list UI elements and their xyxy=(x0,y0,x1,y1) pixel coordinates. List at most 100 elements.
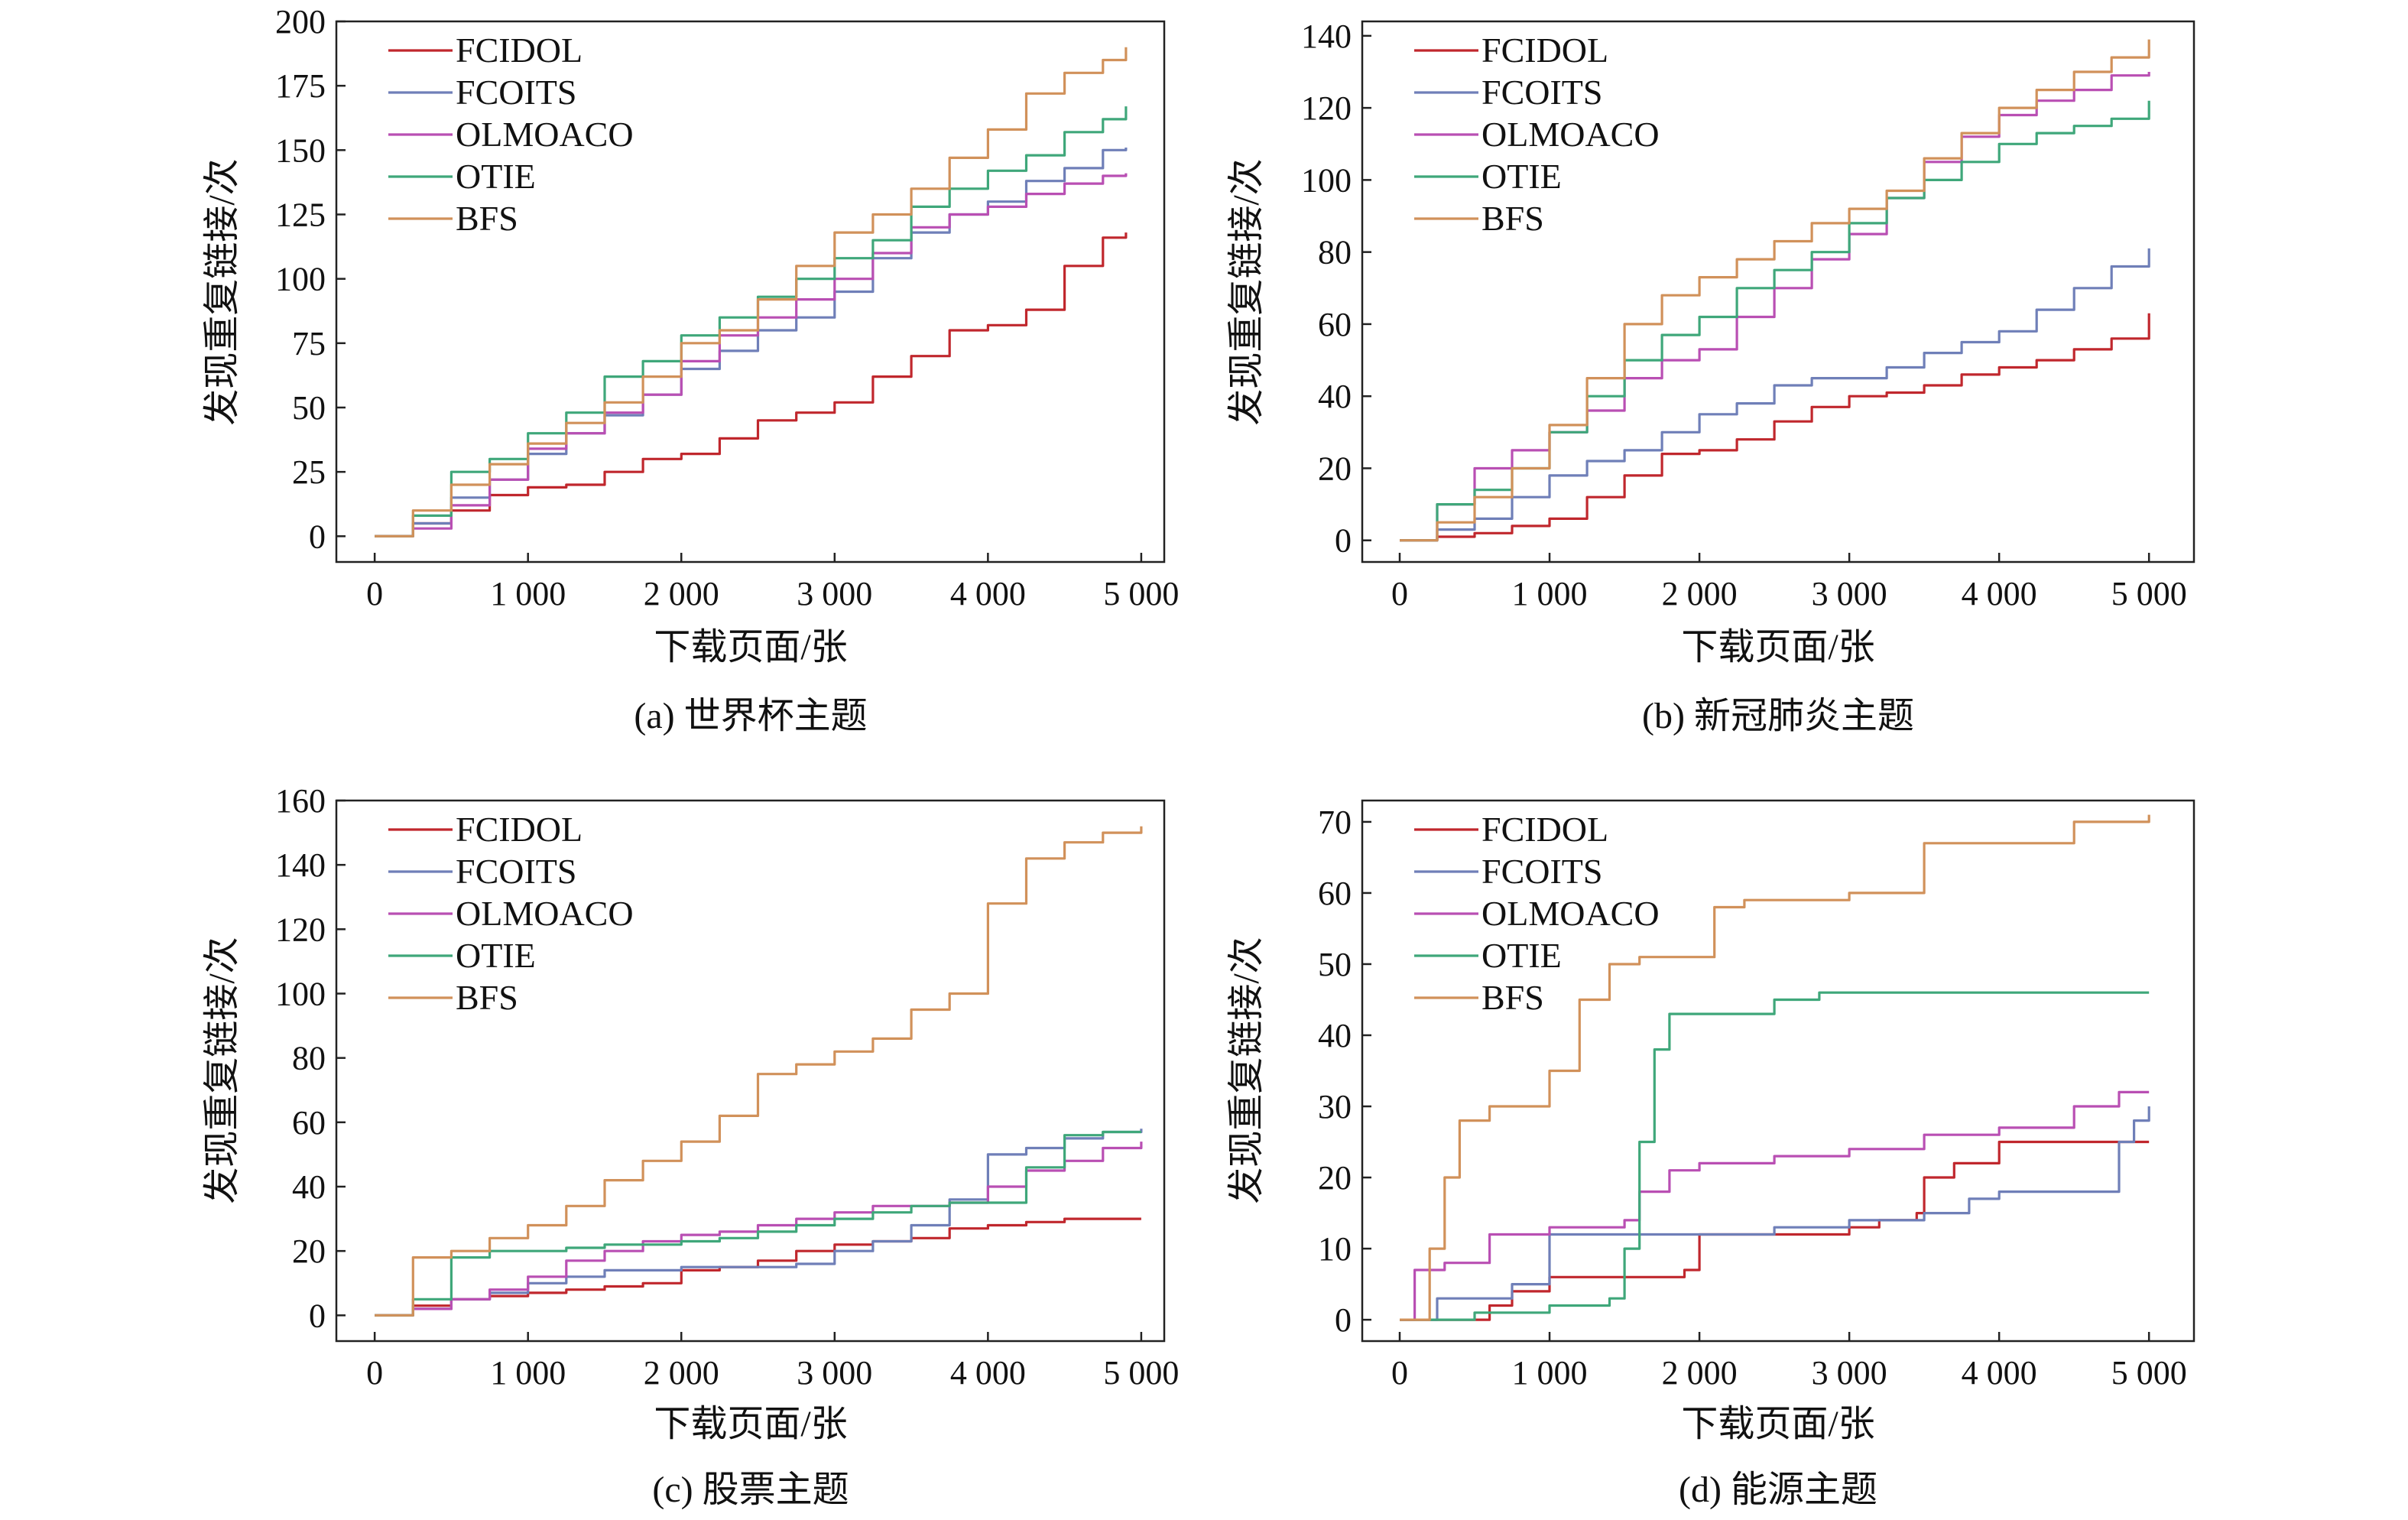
y-tick-label: 100 xyxy=(1301,161,1352,199)
x-tick-label: 1 000 xyxy=(1512,1354,1588,1392)
x-tick-label: 4 000 xyxy=(1962,575,2037,612)
legend-label-olmoaco: OLMOACO xyxy=(456,115,634,154)
chart-panel-d: 0 10 20 30 40 50 60 70 0 1 000 2 000 3 000 4 000 5 0… xyxy=(1226,799,2195,1510)
y-tick-label: 0 xyxy=(1335,1301,1352,1339)
y-tick-label: 30 xyxy=(1318,1088,1352,1125)
chart-caption: (a) 世界杯主题 xyxy=(634,696,867,736)
legend-label-bfs: BFS xyxy=(456,978,518,1017)
y-tick-label: 125 xyxy=(275,196,326,234)
series-line-fcidol xyxy=(1400,313,2150,542)
y-tick-label: 20 xyxy=(1318,1159,1352,1197)
x-axis-title: 下载页面/张 xyxy=(1681,1404,1874,1444)
legend-label-fcoits: FCOITS xyxy=(456,852,576,891)
series-lines xyxy=(1400,39,2150,542)
legend-label-otie: OTIE xyxy=(1481,936,1562,975)
series-line-fcoits xyxy=(1400,248,2150,542)
chart-panel-a: 0 25 50 75 100 125 150 175 200 0 1 000 2 000 3 000 4… xyxy=(202,3,1179,736)
y-tick-label: 0 xyxy=(309,1297,326,1334)
y-axis: 0 20 40 60 80 100 120 140 160 xyxy=(275,782,346,1334)
x-tick-label: 2 000 xyxy=(644,575,719,612)
x-tick-label: 5 000 xyxy=(2111,575,2187,612)
y-tick-label: 200 xyxy=(275,3,326,41)
y-tick-label: 160 xyxy=(275,782,326,820)
y-tick-label: 150 xyxy=(275,132,326,169)
x-tick-label: 2 000 xyxy=(1662,1354,1738,1392)
x-tick-label: 0 xyxy=(1391,575,1408,612)
series-line-fcoits xyxy=(375,1129,1143,1317)
x-axis: 0 1 000 2 000 3 000 4 000 5 000 xyxy=(1391,1332,2187,1392)
series-line-bfs xyxy=(1400,39,2150,542)
legend-label-fcidol: FCIDOL xyxy=(456,810,583,849)
x-tick-label: 1 000 xyxy=(490,575,566,612)
y-tick-label: 60 xyxy=(292,1104,326,1142)
y-tick-label: 50 xyxy=(292,389,326,427)
legend-label-olmoaco: OLMOACO xyxy=(1481,115,1660,154)
legend-label-fcidol: FCIDOL xyxy=(1481,810,1608,849)
x-tick-label: 0 xyxy=(366,1354,383,1392)
x-tick-label: 5 000 xyxy=(1103,575,1179,612)
series-lines xyxy=(1400,814,2150,1321)
legend-label-olmoaco: OLMOACO xyxy=(456,894,634,933)
x-axis-title: 下载页面/张 xyxy=(1681,627,1874,667)
legend-label-fcidol: FCIDOL xyxy=(456,31,583,70)
x-tick-label: 3 000 xyxy=(1812,1354,1887,1392)
x-tick-label: 4 000 xyxy=(950,1354,1026,1392)
y-axis-title: 发现重复链接/次 xyxy=(1226,158,1267,425)
y-tick-label: 50 xyxy=(1318,946,1352,983)
y-tick-label: 80 xyxy=(292,1040,326,1077)
y-axis-title: 发现重复链接/次 xyxy=(202,937,242,1203)
legend-label-fcoits: FCOITS xyxy=(456,73,576,112)
y-tick-label: 175 xyxy=(275,67,326,105)
x-tick-label: 0 xyxy=(1391,1354,1408,1392)
legend-label-bfs: BFS xyxy=(1481,199,1544,238)
y-tick-label: 80 xyxy=(1318,234,1352,271)
series-lines xyxy=(375,47,1128,538)
series-line-olmoaco xyxy=(1400,1090,2150,1321)
x-tick-label: 1 000 xyxy=(490,1354,566,1392)
series-line-otie xyxy=(1400,991,2150,1321)
y-tick-label: 40 xyxy=(1318,1017,1352,1054)
series-line-bfs xyxy=(375,47,1128,538)
x-tick-label: 1 000 xyxy=(1512,575,1588,612)
legend-label-bfs: BFS xyxy=(456,199,518,238)
y-tick-label: 10 xyxy=(1318,1230,1352,1268)
y-tick-label: 20 xyxy=(292,1233,326,1270)
y-tick-label: 120 xyxy=(275,911,326,948)
y-tick-label: 25 xyxy=(292,453,326,491)
chart-caption: (c) 股票主题 xyxy=(652,1470,849,1510)
y-tick-label: 140 xyxy=(275,846,326,884)
y-tick-label: 70 xyxy=(1318,804,1352,841)
y-tick-label: 20 xyxy=(1318,450,1352,487)
y-tick-label: 75 xyxy=(292,325,326,362)
series-line-bfs xyxy=(1400,814,2150,1321)
x-tick-label: 5 000 xyxy=(2111,1354,2187,1392)
x-tick-label: 2 000 xyxy=(644,1354,719,1392)
x-tick-label: 3 000 xyxy=(797,1354,872,1392)
x-tick-label: 0 xyxy=(366,575,383,612)
y-tick-label: 60 xyxy=(1318,306,1352,343)
y-tick-label: 140 xyxy=(1301,18,1352,55)
x-tick-label: 3 000 xyxy=(1812,575,1887,612)
legend-label-otie: OTIE xyxy=(1481,157,1562,196)
series-line-otie xyxy=(375,106,1128,538)
legend-label-fcidol: FCIDOL xyxy=(1481,31,1608,70)
x-tick-label: 3 000 xyxy=(797,575,872,612)
y-tick-label: 60 xyxy=(1318,875,1352,912)
y-tick-label: 120 xyxy=(1301,89,1352,127)
y-axis-title: 发现重复链接/次 xyxy=(202,158,242,425)
chart-panel-c: 0 20 40 60 80 100 120 140 160 0 1 000 2 000 3 000 4 … xyxy=(202,782,1179,1510)
chart-caption: (b) 新冠肺炎主题 xyxy=(1642,696,1914,736)
legend-label-fcoits: FCOITS xyxy=(1481,852,1602,891)
x-axis-title: 下载页面/张 xyxy=(654,1404,847,1444)
chart-panel-b: 0 20 40 60 80 100 120 140 0 1 000 2 000 3 000 4 000… xyxy=(1226,18,2195,736)
x-tick-label: 2 000 xyxy=(1662,575,1738,612)
x-tick-label: 4 000 xyxy=(950,575,1026,612)
series-line-fcoits xyxy=(1400,1106,2150,1321)
series-line-bfs xyxy=(375,826,1143,1317)
legend-label-fcoits: FCOITS xyxy=(1481,73,1602,112)
chart-caption: (d) 能源主题 xyxy=(1679,1470,1877,1510)
